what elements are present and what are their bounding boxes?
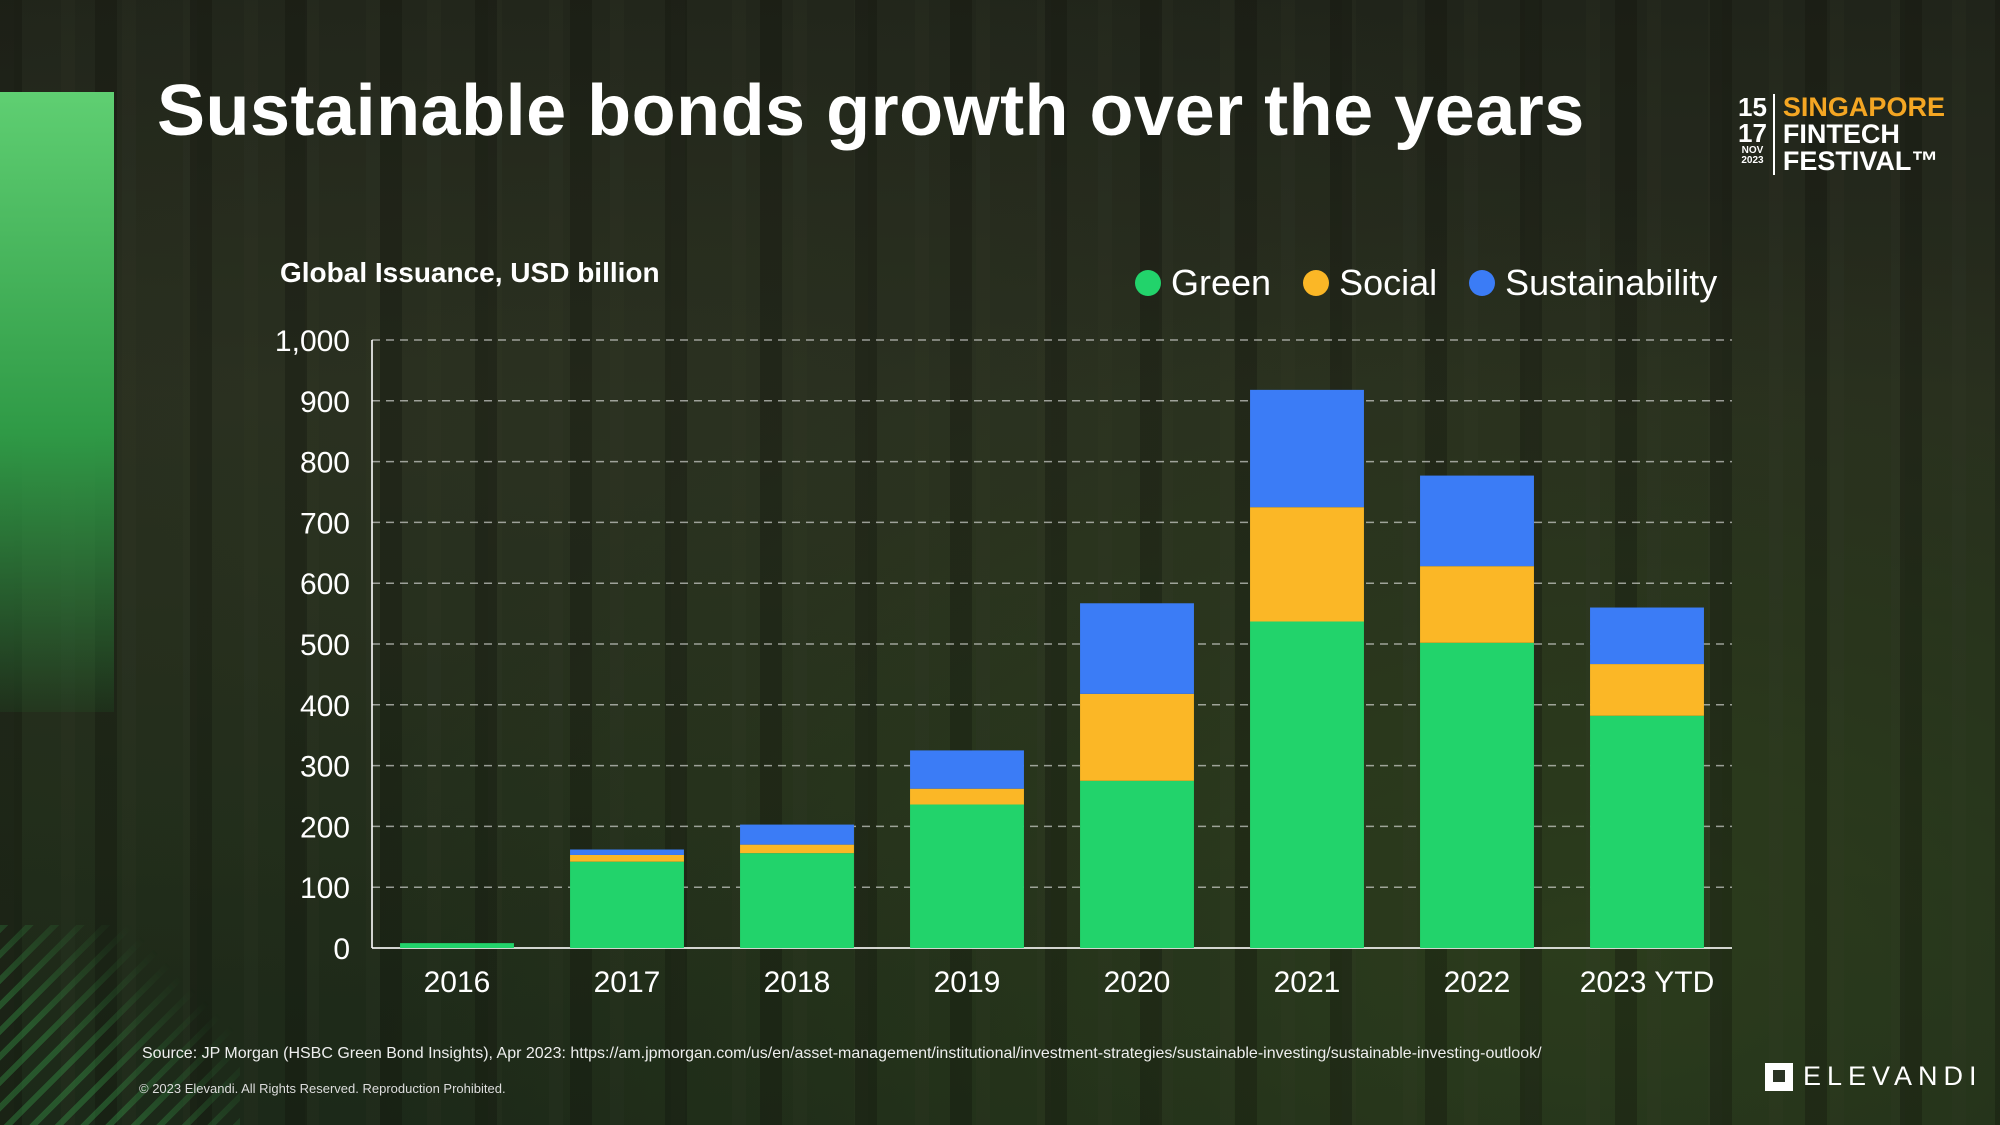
- legend-label-social: Social: [1339, 262, 1438, 303]
- y-tick-label: 300: [300, 751, 350, 784]
- chart-legend: Green Social Sustainability: [1135, 262, 1717, 304]
- elevandi-logo: ELEVANDI: [1765, 1061, 1983, 1092]
- y-tick-label: 100: [300, 872, 350, 905]
- y-tick-label: 0: [333, 933, 350, 966]
- bar-segment-social: [910, 788, 1024, 805]
- sff-word-1: SINGAPORE: [1782, 92, 1945, 122]
- x-tick-label: 2018: [764, 966, 831, 999]
- y-tick-label: 500: [300, 629, 350, 662]
- sff-word-3: FESTIVAL™: [1782, 146, 1939, 176]
- bar-segment-green: [740, 853, 854, 948]
- decorative-stripes: [0, 925, 240, 1125]
- elevandi-wordmark: ELEVANDI: [1803, 1061, 1983, 1091]
- legend-swatch-social: [1303, 270, 1330, 296]
- bar-segment-social: [740, 844, 854, 854]
- y-tick-label: 700: [300, 507, 350, 540]
- legend-label-green: Green: [1171, 262, 1272, 303]
- y-tick-label: 1,000: [275, 325, 350, 358]
- bar-segment-sustainability: [740, 824, 854, 845]
- bar-segment-green: [910, 804, 1024, 948]
- sff-word-2: FINTECH: [1782, 119, 1900, 149]
- bar-segment-green: [1080, 780, 1194, 948]
- bar-segment-sustainability: [570, 849, 684, 855]
- x-tick-label: 2020: [1104, 966, 1171, 999]
- legend-item-sustainability: Sustainability: [1469, 262, 1717, 304]
- y-tick-label: 900: [300, 386, 350, 419]
- bar-segment-green: [1590, 715, 1704, 948]
- copyright-note: © 2023 Elevandi. All Rights Reserved. Re…: [139, 1081, 506, 1096]
- bar-segment-social: [1420, 566, 1534, 643]
- elevandi-mark-icon: [1765, 1062, 1793, 1091]
- sff-date-end: 17: [1738, 118, 1767, 148]
- bar-segment-social: [1080, 693, 1194, 781]
- source-note: Source: JP Morgan (HSBC Green Bond Insig…: [142, 1045, 1542, 1062]
- x-tick-label: 2017: [594, 966, 661, 999]
- x-tick-label: 2021: [1274, 966, 1341, 999]
- bar-segment-sustainability: [910, 750, 1024, 789]
- legend-swatch-green: [1135, 270, 1161, 296]
- bar-segment-social: [1250, 507, 1364, 622]
- y-tick-label: 400: [300, 690, 350, 723]
- bar-segment-green: [570, 861, 684, 948]
- bar-segment-sustainability: [1590, 607, 1704, 665]
- bar-segment-sustainability: [1080, 603, 1194, 694]
- bar-segment-social: [1590, 664, 1704, 716]
- x-tick-label: 2019: [934, 966, 1001, 999]
- sff-logo: 15 17 NOV 2023 SINGAPORE FINTECH FESTIVA…: [1738, 94, 1945, 175]
- y-tick-label: 800: [300, 447, 350, 480]
- y-tick-label: 600: [300, 568, 350, 601]
- legend-label-sustainability: Sustainability: [1505, 262, 1718, 303]
- bar-segment-social: [570, 854, 684, 862]
- y-axis-label: Global Issuance, USD billion: [280, 257, 660, 288]
- legend-item-social: Social: [1303, 262, 1437, 304]
- bar-segment-sustainability: [1420, 475, 1534, 567]
- bar-segment-sustainability: [1250, 389, 1364, 508]
- y-tick-label: 200: [300, 811, 350, 844]
- legend-item-green: Green: [1135, 262, 1271, 304]
- sff-month: NOV: [1741, 145, 1764, 156]
- sff-date-start: 15: [1738, 92, 1767, 122]
- slide-title: Sustainable bonds growth over the years: [157, 71, 1585, 151]
- x-tick-label: 2023 YTD: [1580, 966, 1715, 999]
- accent-bar: [0, 92, 114, 712]
- bar-segment-green: [1420, 642, 1534, 948]
- sff-year: 2023: [1741, 155, 1764, 166]
- sff-logo-dates: 15 17 NOV 2023: [1738, 94, 1775, 175]
- sff-logo-words: SINGAPORE FINTECH FESTIVAL™: [1775, 94, 1945, 175]
- x-tick-label: 2016: [424, 966, 491, 999]
- x-tick-label: 2022: [1444, 966, 1511, 999]
- bar-segment-green: [400, 943, 514, 948]
- bar-segment-green: [1250, 621, 1364, 948]
- legend-swatch-sustainability: [1469, 270, 1496, 296]
